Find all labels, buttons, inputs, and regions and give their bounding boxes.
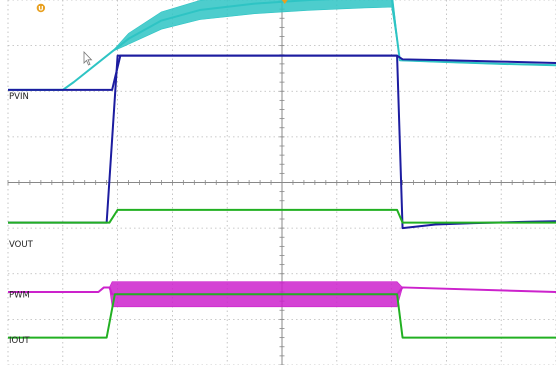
grid — [7, 0, 556, 365]
pwm-label: PWM — [9, 290, 30, 300]
trace-1-series-line — [8, 54, 556, 91]
trace-3-series-line — [8, 208, 556, 224]
pvin-band — [8, 0, 556, 91]
mouse-cursor-icon — [83, 51, 93, 66]
pwm-series-line — [8, 286, 556, 296]
pvin-label: PVIN — [9, 92, 29, 102]
markers: U — [36, 0, 288, 13]
series-traces — [8, 0, 556, 339]
iout-label: IOUT — [9, 336, 30, 346]
vout-label: VOUT — [9, 240, 34, 250]
trigger-marker — [36, 3, 46, 13]
pvin-series-line — [8, 0, 556, 91]
channel-labels: PVIN VOUT PWM IOUT — [9, 92, 34, 346]
iout-series-line — [8, 293, 556, 339]
time-reference-marker — [281, 0, 288, 4]
trigger-marker-text: U — [38, 5, 43, 13]
